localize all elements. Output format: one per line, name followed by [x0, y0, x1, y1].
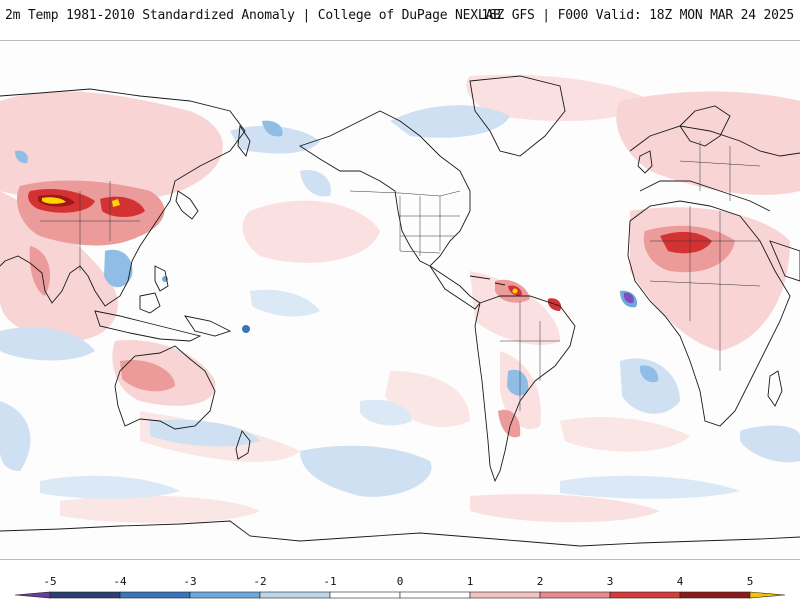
border-us-canada [349, 190, 461, 197]
colorbar-bin [14, 591, 51, 599]
border-south-america [500, 301, 560, 411]
border-africa [649, 206, 761, 371]
border-us-states [399, 196, 460, 256]
colorbar-bin [329, 591, 401, 599]
warm-anomaly-area [466, 74, 650, 121]
border-asia [40, 181, 140, 271]
warm-anomaly-area [60, 495, 260, 523]
yellow-extreme-area [512, 288, 518, 294]
warm-anomaly-area [547, 298, 562, 311]
coastline-caribbean [469, 275, 506, 286]
colorbar-bin [539, 591, 611, 599]
colorbar-tick-label: -2 [253, 575, 266, 588]
map-frame [0, 40, 800, 560]
colorbar-bin [49, 591, 121, 599]
border-mexico [399, 250, 441, 254]
warm-anomaly-area [660, 231, 712, 254]
colorbar-tick-label: 4 [677, 575, 684, 588]
coastline-south-america [474, 295, 576, 483]
warm-anomaly-area [120, 360, 175, 392]
colorbar-bin [259, 591, 331, 599]
cold-anomaly-area [40, 475, 180, 499]
coastline-antarctica [0, 520, 800, 547]
coastline-uk [637, 150, 653, 174]
warm-anomaly-area [0, 91, 223, 203]
cold-anomaly-area [242, 325, 250, 333]
warm-anomaly-area [560, 416, 690, 452]
cold-anomaly-area [300, 445, 432, 497]
anomaly-map [0, 74, 800, 547]
cold-anomaly-area [300, 170, 331, 197]
header: 2m Temp 1981-2010 Standardized Anomaly |… [0, 0, 800, 36]
coastline-scandinavia [679, 105, 731, 147]
coastline-borneo [139, 292, 161, 314]
warm-anomaly-area [616, 91, 800, 195]
coastline-madagascar [767, 370, 783, 407]
coastline-indonesia [94, 310, 202, 342]
coastline-arabia [769, 240, 800, 282]
colorbar-tick-label: 1 [467, 575, 474, 588]
warm-anomaly-area [498, 409, 521, 438]
colorbar-tick-label: 5 [747, 575, 754, 588]
yellow-extreme-area [42, 197, 66, 204]
cold-anomaly-area [262, 120, 283, 137]
cold-extreme-area [623, 292, 634, 304]
colorbar-bin [469, 591, 541, 599]
warm-anomaly-area [242, 200, 380, 263]
border-europe [679, 141, 761, 201]
cold-anomaly-area [507, 369, 529, 396]
colorbar-bin [749, 591, 786, 599]
warm-anomaly-area [470, 271, 560, 345]
yellow-extreme-area [112, 199, 120, 207]
colorbar-tick-label: -1 [323, 575, 336, 588]
cold-anomaly-area [15, 150, 28, 164]
colorbar-tick-label: 3 [607, 575, 614, 588]
cold-anomaly-area [640, 365, 659, 383]
colorbar-tick-label: -4 [113, 575, 127, 588]
colorbar-bin [609, 591, 681, 599]
coastline-africa [627, 200, 791, 427]
cold-anomaly-area [104, 249, 133, 288]
colorbar-tick-label: -3 [183, 575, 196, 588]
coastline-philippines [154, 265, 169, 292]
colorbar-bin [119, 591, 191, 599]
coastline-australia [114, 345, 216, 430]
colorbar-bin [679, 591, 751, 599]
warm-anomaly-area [0, 191, 118, 341]
colorbar-tick-label: -5 [43, 575, 56, 588]
cold-anomaly-area [560, 475, 740, 499]
coastline-asia [0, 88, 246, 307]
cold-anomaly-area [390, 105, 510, 138]
cold-anomaly-area [250, 289, 320, 317]
coastline-greenland [469, 75, 566, 157]
cold-anomaly-area [360, 399, 412, 426]
coastline-new-guinea [184, 315, 232, 337]
coastline-new-zealand [235, 430, 251, 460]
warm-anomaly-area [100, 196, 145, 217]
coastline-europe [629, 125, 800, 212]
coastline-north-america [298, 110, 471, 267]
coastline-japan [175, 190, 199, 220]
colorbar: -5 -4 -3 -2 -1 0 1 2 3 4 5 [0, 566, 800, 600]
cold-anomaly-area [0, 327, 95, 361]
colorbar-bin [189, 591, 261, 599]
cold-anomaly-area [230, 125, 320, 154]
cold-anomaly-area [740, 425, 800, 463]
political-borders [40, 141, 761, 411]
cold-anomaly-area [150, 419, 260, 447]
coastline-kamchatka [237, 124, 251, 157]
colorbar-tick-label: 2 [537, 575, 544, 588]
colorbar-bin [399, 591, 471, 599]
anomaly-field [0, 74, 800, 523]
model-run-info: 18Z GFS | F000 Valid: 18Z MON MAR 24 202… [481, 8, 794, 23]
colorbar-tick-label: 0 [397, 575, 404, 588]
product-title: 2m Temp 1981-2010 Standardized Anomaly |… [5, 8, 501, 23]
cold-anomaly-area [620, 358, 680, 414]
cold-anomaly-area [0, 401, 31, 471]
warm-anomaly-area [470, 494, 660, 523]
colorbar-graphic: -5 -4 -3 -2 -1 0 1 2 3 4 5 [14, 575, 786, 599]
coastlines [0, 75, 800, 547]
